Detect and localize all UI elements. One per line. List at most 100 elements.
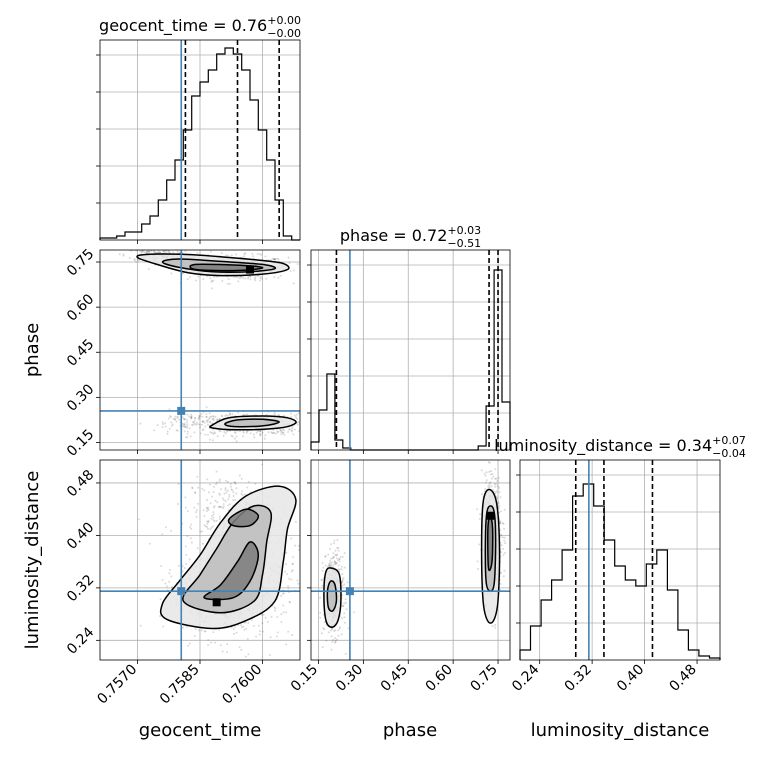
sample-point — [222, 505, 225, 508]
sample-point — [259, 430, 262, 433]
sample-point — [322, 627, 325, 630]
title-upper-error: +0.00 — [267, 14, 301, 27]
sample-point — [153, 429, 156, 432]
sample-point — [337, 549, 340, 552]
sample-point — [479, 513, 481, 516]
sample-point — [335, 562, 337, 565]
sample-point — [184, 496, 187, 499]
sample-point — [227, 509, 230, 512]
sample-point — [195, 279, 197, 282]
sample-point — [213, 485, 215, 488]
y-axis-label-luminosity_distance: luminosity_distance — [22, 471, 43, 650]
sample-point — [233, 481, 236, 484]
sample-point — [334, 561, 337, 564]
sample-point — [283, 429, 285, 432]
sample-point — [228, 496, 231, 499]
sample-point — [335, 638, 338, 641]
histogram-geocent_time — [99, 47, 300, 241]
sample-point — [280, 620, 283, 623]
sample-point — [273, 258, 275, 261]
sample-point — [503, 536, 506, 539]
sample-point — [184, 426, 186, 429]
sample-point — [234, 432, 237, 435]
sample-point — [502, 522, 505, 525]
sample-point — [292, 282, 295, 285]
sample-point — [205, 415, 208, 418]
sample-point — [170, 586, 173, 588]
sample-point — [228, 282, 231, 285]
sample-point — [243, 253, 246, 255]
sample-point — [345, 608, 348, 611]
sample-point — [264, 434, 267, 437]
sample-point — [240, 648, 243, 651]
sample-point — [494, 468, 497, 471]
truth-marker — [177, 406, 186, 415]
sample-point — [494, 491, 497, 494]
sample-point — [212, 491, 215, 494]
sample-point — [177, 503, 179, 505]
sample-point — [190, 415, 193, 418]
sample-point — [209, 528, 212, 531]
sample-point — [247, 276, 250, 278]
y-tick-label: 0.45 — [64, 336, 97, 369]
sample-point — [241, 626, 243, 629]
sample-point — [328, 564, 331, 567]
sample-point — [305, 427, 307, 429]
sample-point — [204, 433, 207, 436]
sample-point — [207, 644, 210, 646]
sample-point — [327, 631, 330, 634]
sample-point — [294, 544, 297, 547]
sample-point — [293, 414, 296, 417]
sample-point — [493, 483, 496, 486]
sample-point — [171, 423, 174, 426]
sample-point — [228, 494, 231, 496]
sample-point — [332, 555, 335, 558]
sample-point — [197, 502, 199, 505]
sample-point — [285, 563, 288, 566]
sample-point — [334, 549, 337, 552]
sample-point — [201, 420, 204, 423]
sample-point — [329, 560, 332, 562]
sample-point — [236, 276, 239, 279]
sample-point — [476, 560, 479, 563]
sample-point — [183, 430, 186, 433]
sample-point — [140, 251, 143, 254]
sample-point — [243, 413, 245, 416]
sample-point — [496, 496, 499, 499]
sample-point — [344, 652, 347, 655]
sample-point — [170, 530, 172, 532]
sample-point — [256, 253, 259, 256]
sample-point — [277, 276, 280, 279]
sample-point — [204, 425, 207, 428]
sample-point — [233, 625, 236, 628]
sample-point — [205, 413, 208, 416]
sample-point — [184, 436, 187, 439]
sample-point — [288, 577, 291, 580]
sample-point — [333, 562, 336, 565]
sample-point — [338, 560, 341, 563]
sample-point — [273, 411, 276, 414]
y-tick-label: 0.40 — [64, 519, 97, 552]
sample-point — [274, 258, 277, 260]
sample-point — [147, 268, 150, 270]
sample-point — [162, 250, 165, 253]
sample-point — [249, 275, 252, 278]
x-tick-label: 0.75 — [468, 662, 501, 695]
y-tick-label: 0.48 — [64, 467, 97, 500]
sample-point — [185, 625, 188, 628]
sample-point — [206, 507, 209, 510]
sample-point — [275, 432, 278, 435]
sample-point — [190, 413, 192, 416]
sample-point — [176, 416, 179, 419]
sample-point — [499, 496, 502, 499]
panel-content — [311, 460, 510, 660]
sample-point — [287, 256, 290, 259]
sample-point — [210, 526, 213, 529]
sample-point — [184, 425, 187, 428]
sample-point — [186, 278, 189, 281]
sample-point — [331, 557, 334, 560]
sample-point — [211, 515, 213, 517]
sample-point — [251, 252, 254, 255]
sample-point — [259, 434, 262, 437]
sample-point — [153, 250, 156, 252]
